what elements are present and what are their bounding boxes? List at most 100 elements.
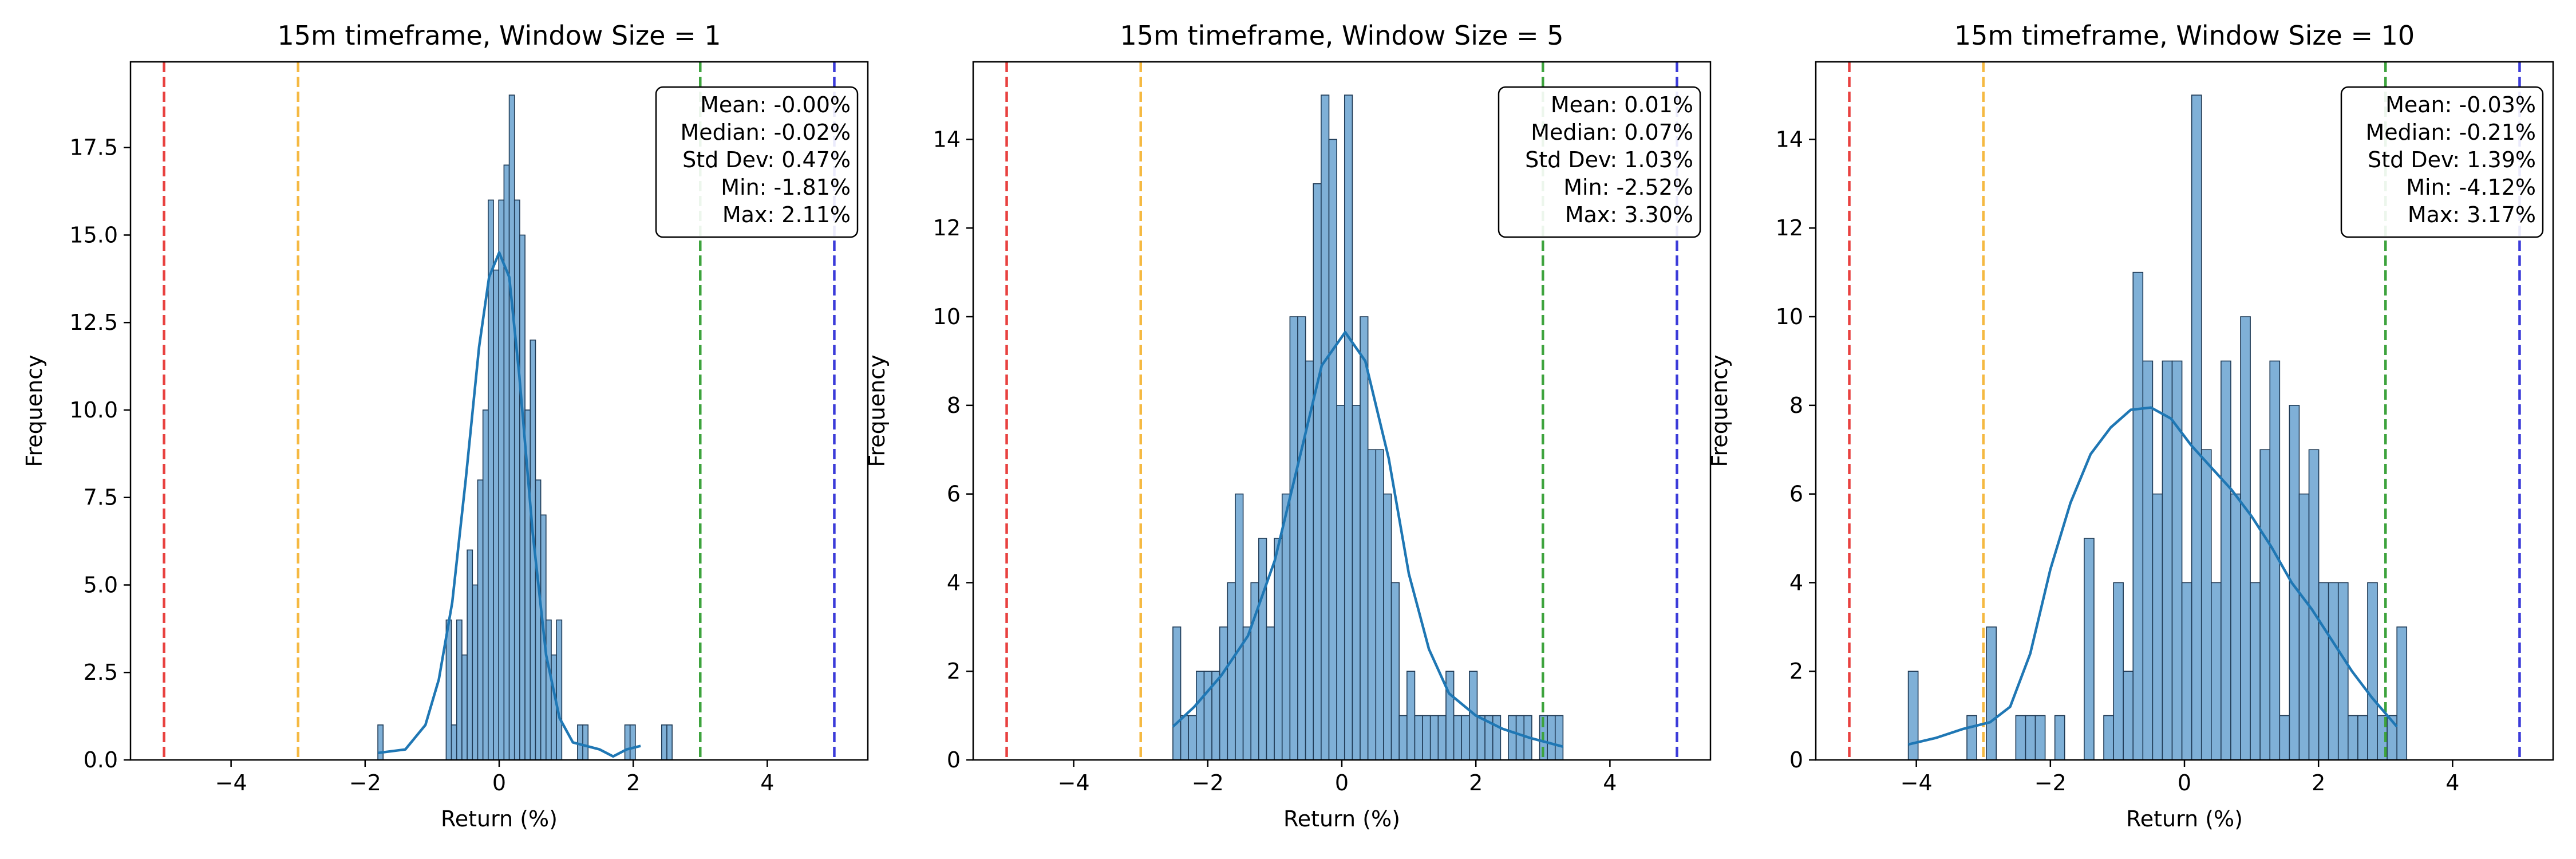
histogram-bar (2396, 626, 2408, 761)
histogram-bar (2221, 360, 2231, 761)
histogram-bar (508, 94, 515, 761)
histogram-bar (1258, 538, 1267, 761)
histogram-bar (1289, 316, 1298, 761)
stats-line: Min: -1.81% (721, 175, 851, 200)
x-tick-label: 2 (2312, 770, 2325, 795)
chart-title: 15m timeframe, Window Size = 1 (277, 20, 721, 51)
y-tick-label: 14 (1776, 127, 1803, 152)
kde-curve (377, 251, 641, 758)
histogram-bar (2259, 449, 2271, 761)
histogram-bar (1227, 582, 1236, 761)
stats-line: Max: 3.30% (1565, 202, 1693, 227)
x-tick-label: 4 (760, 770, 774, 795)
histogram-bar (1461, 715, 1470, 761)
stats-line: Mean: 0.01% (1551, 92, 1693, 117)
histogram-bar (472, 584, 479, 761)
histogram-bar (546, 619, 552, 761)
histogram-bar (2162, 360, 2173, 761)
histogram-bar (1453, 715, 1463, 761)
stats-line: Max: 3.17% (2408, 202, 2536, 227)
histogram-bar (1390, 582, 1400, 761)
histogram-bar (1219, 626, 1228, 761)
y-tick-label: 10 (933, 304, 961, 329)
x-tick-label: −2 (2034, 770, 2067, 795)
stats-line: Std Dev: 0.47% (682, 147, 851, 172)
chart-panel-3: −4 −2 0 2 4 0 2 4 6 8 10 12 14 15m timeframe, Window … (1707, 20, 2554, 832)
histogram-bar (1547, 715, 1556, 761)
y-tick-label: 12 (933, 215, 961, 241)
x-tick-label: 2 (626, 770, 640, 795)
histogram-bar (2103, 715, 2114, 761)
y-axis-label: Frequency (864, 354, 890, 467)
histogram-bar (451, 724, 457, 761)
histogram-bar (1554, 715, 1564, 761)
y-tick-label: 4 (1789, 570, 1803, 595)
histogram-bar (503, 164, 510, 761)
y-tick-label: 6 (1789, 482, 1803, 507)
histogram-bar (2211, 582, 2222, 761)
chart-panel-2: −4 −2 0 2 4 0 2 4 6 8 10 12 14 15m timeframe, Window … (864, 20, 1712, 832)
histogram-bar (582, 724, 589, 761)
histogram-bar (513, 199, 520, 761)
histogram-bar (1398, 715, 1408, 761)
y-tick-label: 0 (1789, 747, 1803, 773)
histogram-bar (556, 619, 563, 761)
histogram-bar (2200, 449, 2212, 761)
histogram-bar (1172, 626, 1182, 761)
histogram-bar (2084, 538, 2095, 761)
y-tick-label: 8 (1789, 393, 1803, 418)
histogram-bar (1437, 715, 1447, 761)
histogram-bar (1492, 715, 1502, 761)
histogram-bar (1203, 671, 1212, 761)
histogram-bar (1196, 671, 1205, 761)
x-axis-label: Return (%) (1283, 806, 1400, 832)
histogram-bar (1367, 449, 1377, 761)
histogram-bar (1986, 626, 1997, 761)
x-axis-label: Return (%) (2126, 806, 2243, 832)
histogram-bar (519, 234, 526, 761)
chart-panel-1: −4 −2 0 2 4 0.0 2.5 5.0 7.5 10.0 12.5 15.0 17.5 15m t… (22, 20, 869, 832)
histogram-bar (2034, 715, 2046, 761)
histogram-bar (2191, 94, 2202, 761)
stats-line: Median: 0.07% (1531, 120, 1693, 145)
histogram-bar (477, 479, 484, 761)
histogram-bar (482, 409, 489, 761)
histogram-bar (2123, 671, 2134, 761)
y-tick-label: 2 (1789, 659, 1803, 684)
histogram-bar (1344, 94, 1353, 761)
stats-box (1498, 86, 1701, 238)
kde-curve (1908, 406, 2398, 746)
histogram-bar (2250, 582, 2261, 761)
x-tick-label: 0 (2178, 770, 2191, 795)
histogram-bar (2015, 715, 2026, 761)
histogram-bar (1508, 715, 1517, 761)
histogram-bar (1281, 493, 1291, 761)
histogram-bar (1352, 405, 1361, 761)
histogram-bar (2132, 271, 2144, 761)
histogram-bar (1328, 139, 1337, 761)
histogram-bar (2308, 449, 2320, 761)
histogram-bar (1907, 671, 1919, 761)
histogram-bar (1313, 183, 1322, 761)
stats-box (2340, 86, 2544, 238)
histogram-bar (2357, 715, 2368, 761)
histogram-bar (1383, 493, 1392, 761)
y-tick-label: 4 (947, 570, 961, 595)
histogram-bar (666, 724, 673, 761)
histogram-bar (2318, 582, 2329, 761)
histogram-bar (2298, 493, 2310, 761)
y-tick-label: 8 (947, 393, 961, 418)
histogram-bar (535, 479, 542, 761)
y-tick-label: 17.5 (69, 135, 118, 160)
histogram-bar (1515, 715, 1525, 761)
histogram-bar (1445, 671, 1455, 761)
x-tick-label: −4 (1058, 770, 1090, 795)
y-tick-label: 10 (1776, 304, 1803, 329)
histogram-bar (1274, 538, 1283, 761)
y-tick-label: 14 (933, 127, 961, 152)
y-tick-label: 15.0 (69, 222, 118, 247)
y-tick-label: 10.0 (69, 397, 118, 423)
histogram-bar (551, 654, 557, 761)
x-tick-label: 0 (1335, 770, 1349, 795)
